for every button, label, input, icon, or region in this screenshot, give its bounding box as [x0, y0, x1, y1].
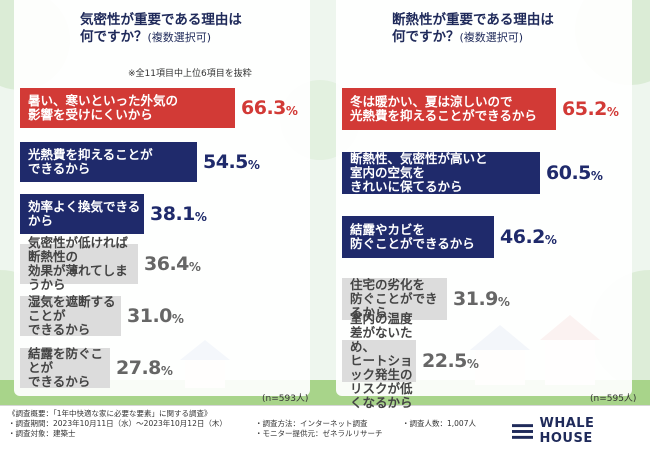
right-bar-value-unit-5: %	[466, 356, 479, 371]
left-bar-value-unit-2: %	[247, 157, 260, 172]
left-bar-label-1: 暑い、寒いといった外気の 影響を受けにくいから	[28, 93, 179, 122]
top6-note: ※全11項目中上位6項目を抜粋	[128, 69, 252, 79]
right-bar-label-2: 断熱性、気密性が高いと 室内の空気を きれいに保てるから	[350, 151, 488, 194]
right-bar-value-number-3: 46.2	[500, 226, 545, 248]
footer-target: ・調査対象：建築士	[8, 429, 76, 438]
right-bar-label-4: 住宅の劣化を 防ぐことができるから	[350, 277, 438, 320]
left-bar-label-5: 湿気を遮断することが できるから	[28, 294, 116, 337]
right-bar-value-unit-4: %	[497, 294, 510, 309]
right-bar-label-1: 冬は暖かい、夏は涼しいので 光熱費を抑えることができるから	[350, 94, 537, 123]
right-bar-row-1: 冬は暖かい、夏は涼しいので 光熱費を抑えることができるから 65.2%	[342, 88, 619, 130]
left-title-sub: (複数選択可)	[147, 31, 212, 44]
left-bar-3	[20, 194, 144, 234]
whale-house-logo-icon	[512, 424, 534, 439]
left-bar-row-5: 湿気を遮断することが できるから 31.0%	[20, 294, 184, 337]
right-bar-row-5: 室内の温度差がないため、 ヒートショック発生の リスクが低くなるから22.5%	[342, 312, 479, 410]
right-bar-1	[342, 88, 556, 130]
right-bar-row-3: 結露やカビを 防ぐことができるから 46.2%	[342, 216, 557, 258]
right-bar-value-unit-2: %	[590, 168, 603, 183]
left-bar-row-2: 光熱費を抑えることが できるから 54.5%	[20, 142, 260, 182]
left-bar-row-1: 暑い、寒いといった外気の 影響を受けにくいから 66.3%	[20, 88, 298, 128]
left-bar-value-6: 27.8%	[116, 348, 173, 388]
left-bar-6	[20, 348, 110, 388]
left-bar-label-4: 気密性が低ければ断熱性の 効果が薄れてしまうから	[28, 236, 128, 292]
left-bar-value-1: 66.3%	[241, 88, 298, 128]
left-bar-2	[20, 142, 197, 182]
right-bar-value-1: 65.2%	[562, 88, 619, 130]
right-bar-label-3: 結露やカビを 防ぐことができるから	[350, 222, 475, 251]
right-bar-value-number-4: 31.9	[453, 288, 498, 310]
left-bar-value-unit-4: %	[188, 259, 201, 274]
right-panel-title: 断熱性が重要である理由は 何ですか？(複数選択可)	[392, 12, 554, 46]
right-title-line2: 何ですか？	[392, 29, 460, 45]
footer-period: ・調査期間：2023年10月11日（水）〜2023年10月12日（木）	[8, 419, 227, 428]
right-bar-2	[342, 152, 540, 194]
left-bar-value-unit-6: %	[160, 363, 173, 378]
right-bar-3	[342, 216, 494, 258]
left-bar-1	[20, 88, 235, 128]
right-bar-4	[342, 278, 447, 320]
right-bar-value-4: 31.9%	[453, 278, 510, 320]
left-title-line1: 気密性が重要である理由は	[80, 12, 242, 28]
left-bar-value-number-6: 27.8	[116, 357, 161, 379]
left-bar-label-2: 光熱費を抑えることが できるから	[28, 147, 153, 176]
right-title-line1: 断熱性が重要である理由は	[392, 12, 554, 28]
right-bar-row-2: 断熱性、気密性が高いと 室内の空気を きれいに保てるから 60.5%	[342, 151, 603, 194]
left-bar-value-unit-1: %	[285, 103, 298, 118]
left-bar-row-6: 結露を防ぐことが できるから 27.8%	[20, 346, 173, 389]
left-bar-value-unit-5: %	[171, 311, 184, 326]
left-bar-row-3: 効率よく換気できるから 38.1%	[20, 194, 207, 234]
left-sample-size: (n=593人)	[262, 394, 309, 404]
survey-footer: 《調査概要：「1年中快適な家に必要な要素」に関する調査》 ・調査期間：2023年…	[0, 405, 650, 451]
right-bar-row-4: 住宅の劣化を 防ぐことができるから 31.9%	[342, 277, 510, 320]
right-bar-value-number-2: 60.5	[546, 162, 591, 184]
left-title-line2: 何ですか？	[80, 29, 148, 45]
right-bar-5	[342, 340, 416, 382]
left-bar-value-3: 38.1%	[150, 194, 207, 234]
left-bar-5	[20, 296, 121, 336]
right-title-sub: (複数選択可)	[459, 31, 524, 44]
logo-text: WHALE HOUSE	[539, 416, 595, 446]
left-bar-value-number-1: 66.3	[241, 97, 286, 119]
left-bar-value-unit-3: %	[194, 209, 207, 224]
right-bar-value-unit-1: %	[606, 104, 619, 119]
left-bar-value-2: 54.5%	[203, 142, 260, 182]
left-bar-label-3: 効率よく換気できるから	[28, 199, 141, 228]
right-bar-value-number-5: 22.5	[422, 350, 467, 372]
right-bar-label-5: 室内の温度差がないため、 ヒートショック発生の リスクが低くなるから	[350, 312, 413, 410]
right-bar-value-number-1: 65.2	[562, 98, 607, 120]
left-bar-value-4: 36.4%	[144, 244, 201, 284]
left-bar-value-number-2: 54.5	[203, 151, 248, 173]
left-bar-4	[20, 244, 138, 284]
left-bar-row-4: 気密性が低ければ断熱性の 効果が薄れてしまうから 36.4%	[20, 236, 201, 292]
footer-survey-title: 《調査概要：「1年中快適な家に必要な要素」に関する調査》	[8, 409, 212, 418]
footer-count: ・調査人数：1,007人	[402, 419, 476, 428]
footer-provider: ・モニター提供元：ゼネラルリサーチ	[255, 429, 383, 438]
left-bar-value-number-4: 36.4	[144, 253, 189, 275]
right-sample-size: (n=595人)	[590, 394, 637, 404]
insulation-panel	[336, 0, 632, 396]
right-bar-value-3: 46.2%	[500, 216, 557, 258]
left-bar-value-5: 31.0%	[127, 296, 184, 336]
footer-method: ・調査方法：インターネット調査	[255, 419, 368, 428]
left-bar-value-number-3: 38.1	[150, 203, 195, 225]
right-bar-value-unit-3: %	[544, 232, 557, 247]
right-bar-value-2: 60.5%	[546, 152, 603, 194]
left-bar-label-6: 結露を防ぐことが できるから	[28, 346, 104, 389]
right-bar-value-5: 22.5%	[422, 340, 479, 382]
left-panel-title: 気密性が重要である理由は 何ですか？(複数選択可)	[80, 12, 242, 46]
left-bar-value-number-5: 31.0	[127, 305, 172, 327]
whale-house-logo: WHALE HOUSE	[512, 416, 650, 446]
